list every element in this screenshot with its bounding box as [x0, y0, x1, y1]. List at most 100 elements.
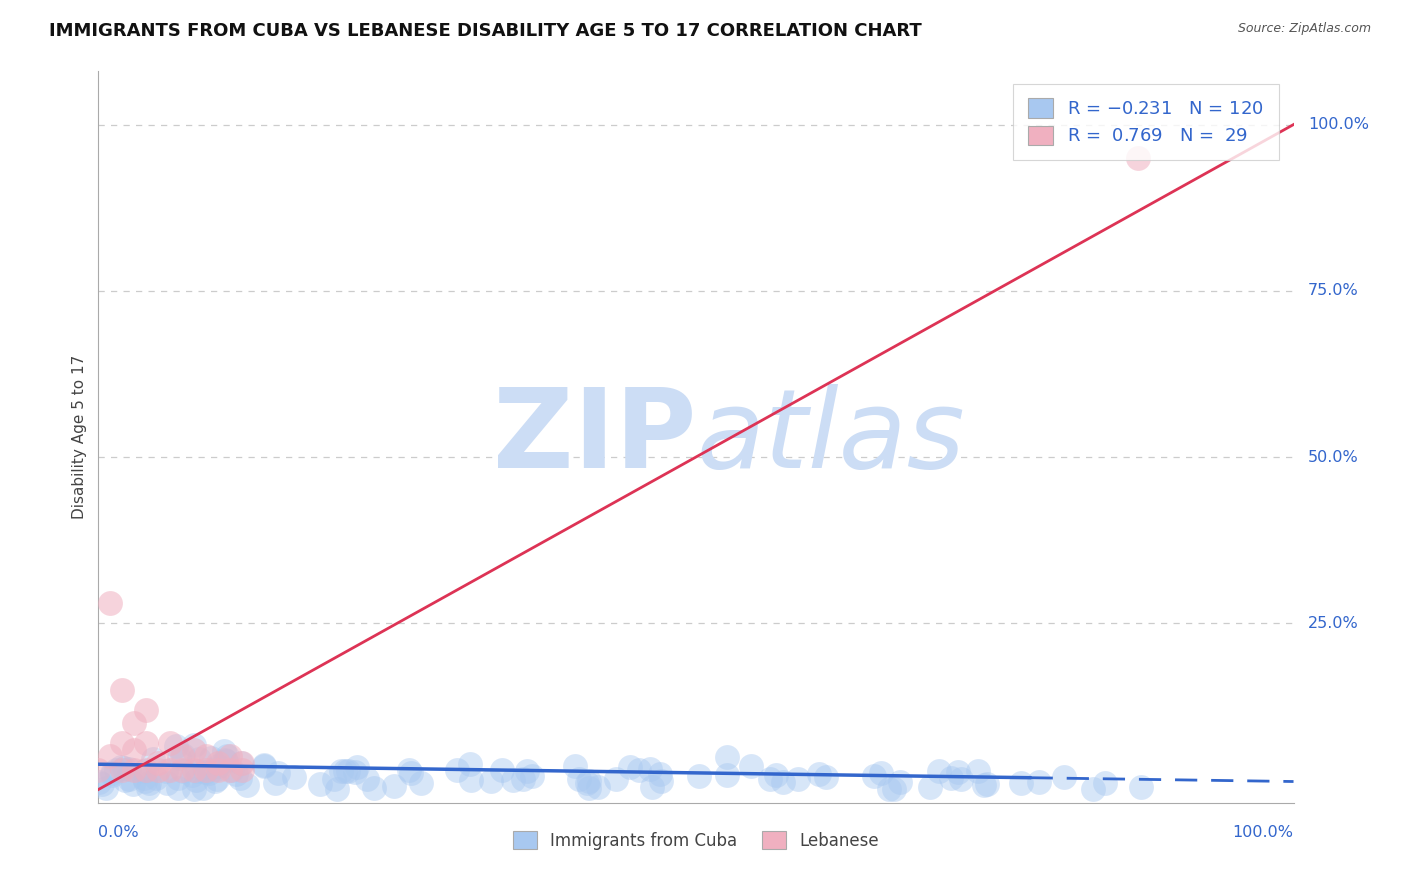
- Point: [638, 762, 661, 776]
- Point: [207, 763, 229, 777]
- Point: [759, 772, 782, 786]
- Point: [111, 736, 134, 750]
- Point: [124, 763, 146, 777]
- Text: 75.0%: 75.0%: [1308, 284, 1358, 298]
- Point: [399, 766, 422, 780]
- Point: [382, 779, 405, 793]
- Point: [228, 772, 250, 786]
- Point: [619, 759, 641, 773]
- Point: [167, 771, 190, 785]
- Point: [765, 768, 787, 782]
- Point: [172, 749, 194, 764]
- Point: [98, 596, 122, 610]
- Point: [118, 772, 141, 786]
- Text: atlas: atlas: [696, 384, 965, 491]
- Point: [87, 763, 110, 777]
- Point: [169, 750, 191, 764]
- Point: [575, 776, 598, 790]
- Point: [184, 772, 207, 787]
- Point: [118, 762, 141, 776]
- Point: [124, 716, 146, 731]
- Point: [512, 772, 534, 786]
- Point: [112, 761, 135, 775]
- Point: [94, 781, 117, 796]
- Point: [172, 747, 194, 762]
- Point: [172, 763, 194, 777]
- Point: [135, 763, 157, 777]
- Point: [180, 767, 202, 781]
- Point: [605, 772, 627, 787]
- Point: [346, 760, 368, 774]
- Point: [458, 757, 481, 772]
- Point: [939, 772, 962, 786]
- Point: [253, 759, 276, 773]
- Legend: Immigrants from Cuba, Lebanese: Immigrants from Cuba, Lebanese: [506, 824, 886, 856]
- Point: [122, 777, 145, 791]
- Point: [212, 744, 235, 758]
- Point: [772, 775, 794, 789]
- Point: [195, 763, 218, 777]
- Point: [520, 769, 543, 783]
- Point: [225, 767, 247, 781]
- Point: [148, 763, 170, 777]
- Point: [787, 772, 810, 786]
- Point: [815, 771, 838, 785]
- Point: [976, 777, 998, 791]
- Point: [716, 768, 738, 782]
- Point: [214, 753, 236, 767]
- Point: [132, 764, 155, 778]
- Point: [479, 774, 502, 789]
- Point: [263, 776, 285, 790]
- Point: [183, 782, 205, 797]
- Point: [411, 776, 433, 790]
- Point: [159, 763, 181, 777]
- Point: [231, 756, 253, 770]
- Point: [946, 764, 969, 779]
- Point: [870, 766, 893, 780]
- Point: [124, 742, 146, 756]
- Point: [156, 775, 179, 789]
- Point: [188, 752, 211, 766]
- Point: [568, 772, 591, 787]
- Point: [502, 772, 524, 787]
- Point: [628, 764, 651, 778]
- Point: [1028, 775, 1050, 789]
- Point: [1010, 776, 1032, 790]
- Point: [105, 764, 128, 778]
- Point: [740, 759, 762, 773]
- Point: [229, 756, 252, 770]
- Point: [142, 752, 165, 766]
- Point: [586, 780, 609, 794]
- Point: [863, 769, 886, 783]
- Point: [283, 770, 305, 784]
- Point: [219, 749, 242, 764]
- Point: [183, 742, 205, 756]
- Point: [155, 764, 177, 778]
- Point: [356, 772, 378, 786]
- Point: [98, 749, 122, 764]
- Point: [111, 682, 134, 697]
- Point: [204, 762, 226, 776]
- Point: [221, 763, 243, 777]
- Point: [333, 764, 356, 778]
- Point: [578, 774, 600, 789]
- Point: [253, 758, 276, 772]
- Point: [205, 772, 228, 786]
- Point: [966, 764, 988, 778]
- Point: [198, 765, 221, 780]
- Point: [336, 764, 359, 778]
- Point: [363, 781, 385, 796]
- Text: ZIP: ZIP: [492, 384, 696, 491]
- Point: [648, 767, 671, 781]
- Point: [918, 780, 941, 794]
- Point: [219, 763, 242, 777]
- Point: [195, 749, 218, 764]
- Point: [343, 764, 366, 779]
- Text: 50.0%: 50.0%: [1308, 450, 1358, 465]
- Point: [650, 774, 672, 789]
- Y-axis label: Disability Age 5 to 17: Disability Age 5 to 17: [72, 355, 87, 519]
- Text: 25.0%: 25.0%: [1308, 615, 1358, 631]
- Point: [1128, 151, 1150, 165]
- Point: [491, 763, 513, 777]
- Point: [111, 763, 134, 777]
